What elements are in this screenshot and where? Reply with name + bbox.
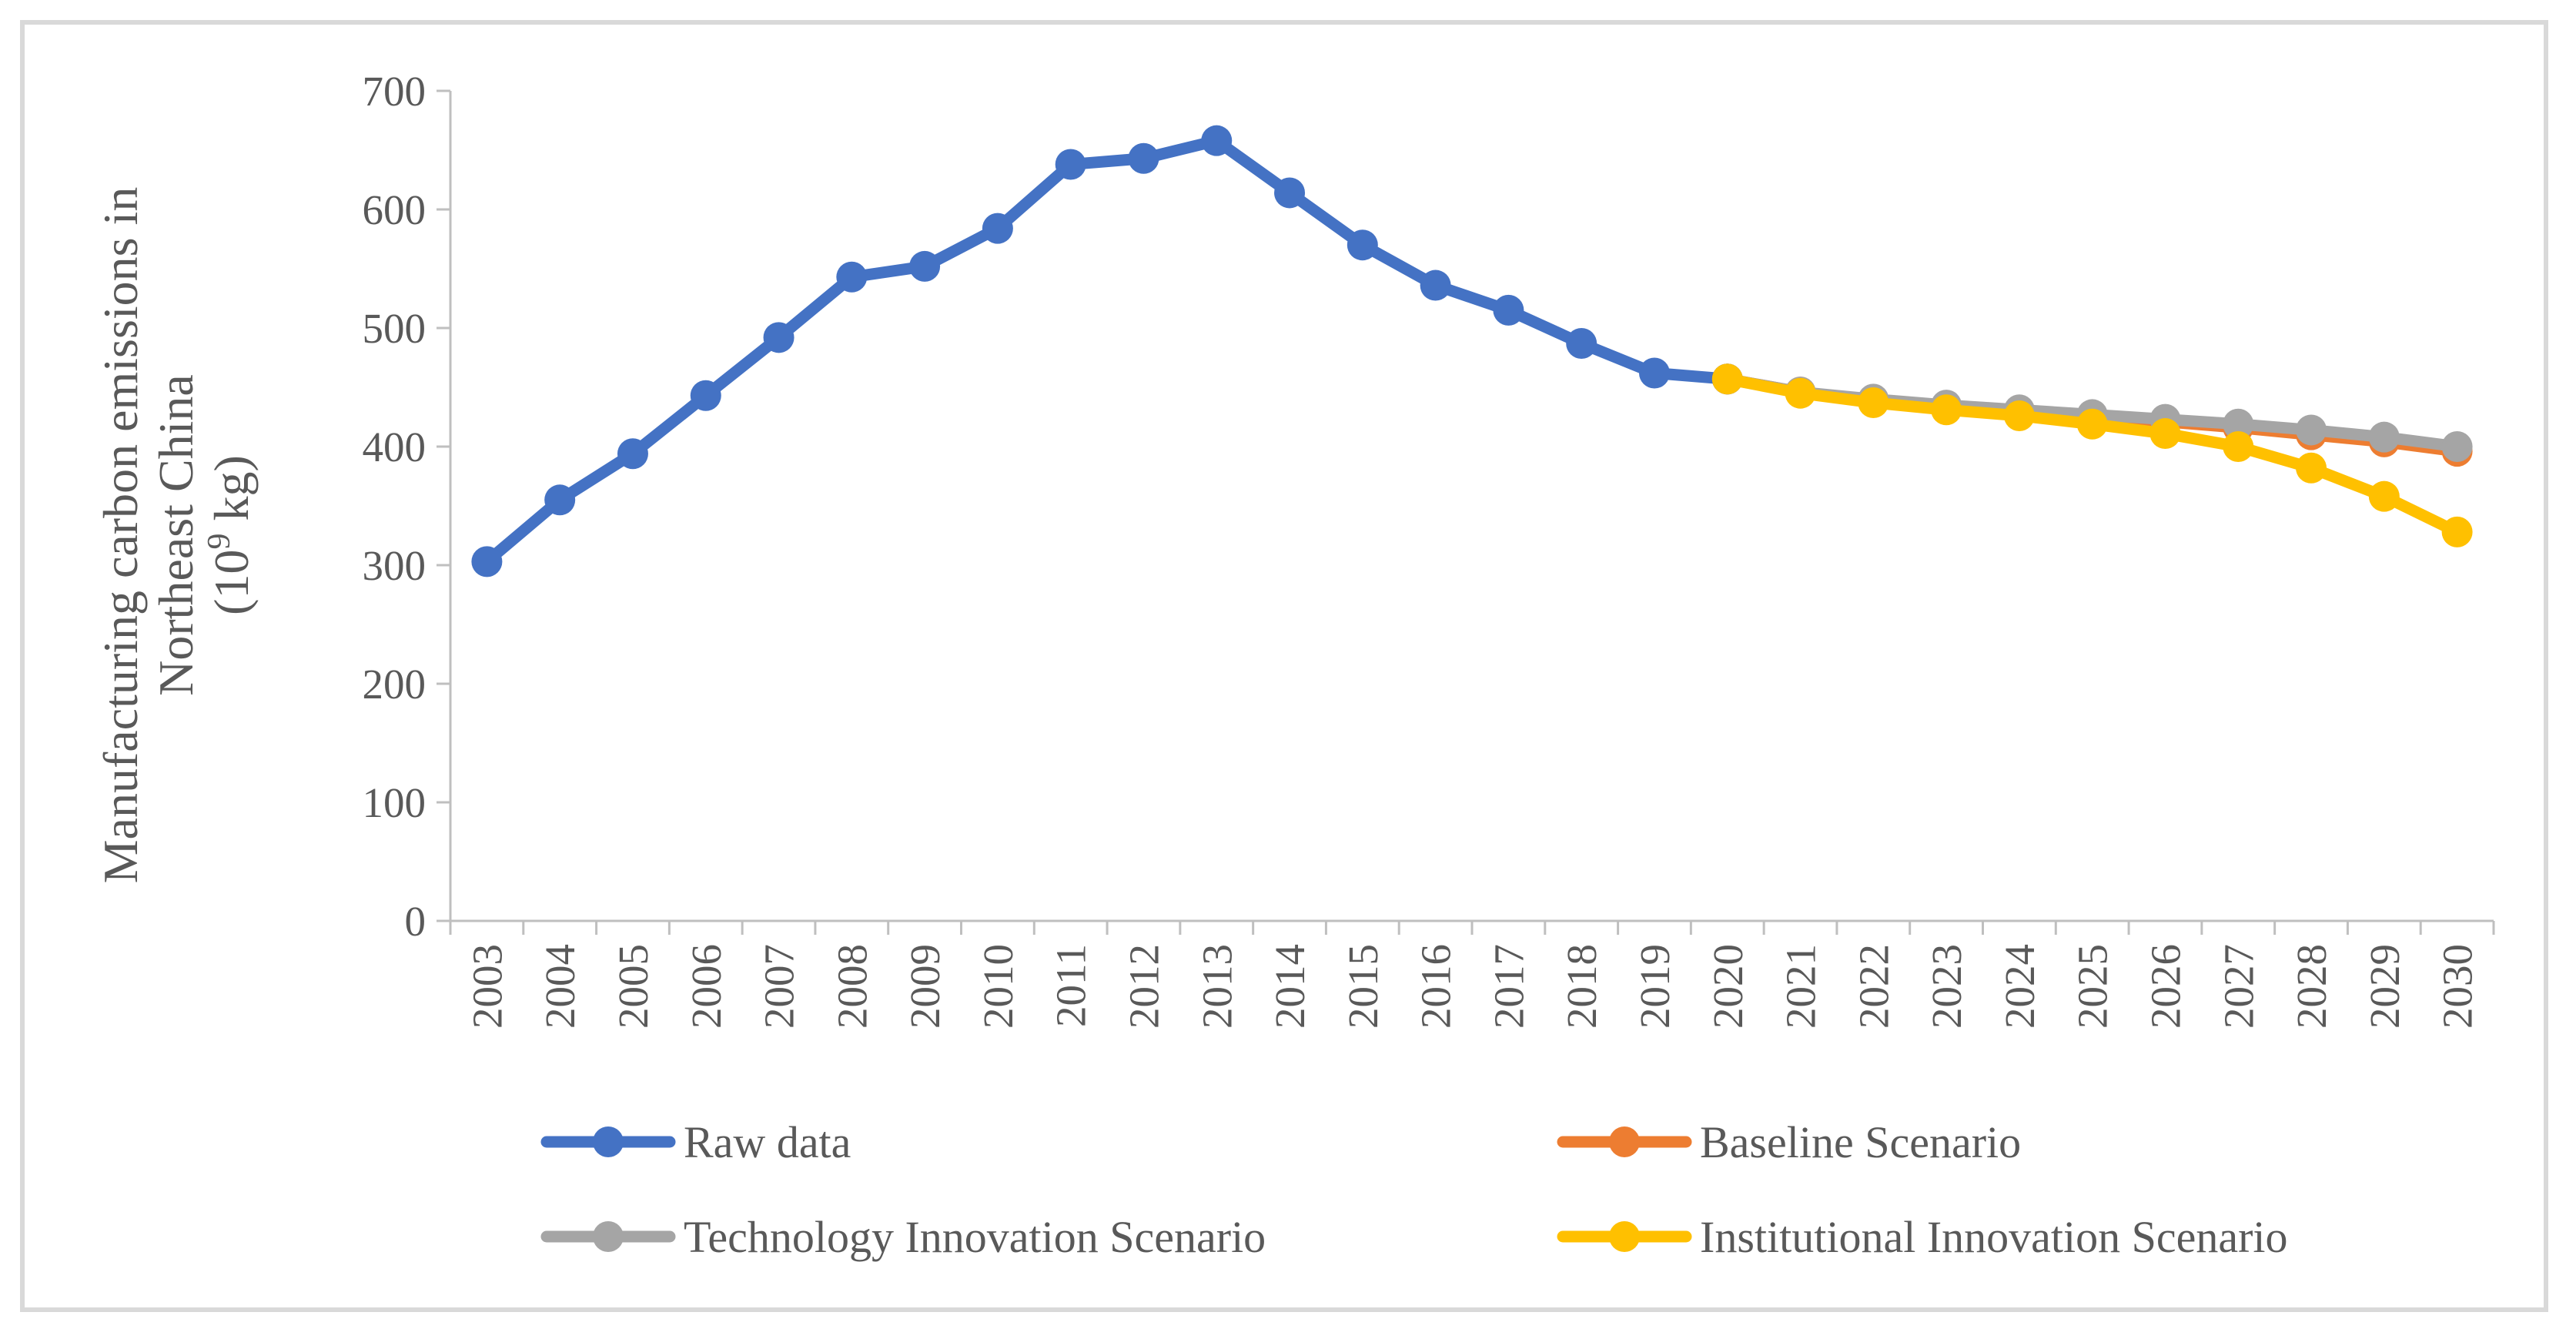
axes <box>449 91 2494 922</box>
data-point <box>1128 142 1159 174</box>
legend-marker <box>593 1126 624 1157</box>
x-tick-label: 2015 <box>1340 944 1387 1029</box>
x-tick-label: 2011 <box>1048 944 1095 1027</box>
data-point <box>1858 387 1889 419</box>
y-tick-label: 400 <box>363 423 427 470</box>
x-tick-label: 2007 <box>756 944 803 1029</box>
data-point <box>690 380 721 411</box>
x-tick-label: 2022 <box>1850 944 1897 1029</box>
y-axis-title: Manufacturing carbon emissions in Northe… <box>93 187 259 884</box>
data-point <box>1493 294 1524 326</box>
series-raw-data <box>471 125 1743 577</box>
legend: Raw data Baseline Scenario Technology Inno… <box>540 1117 2288 1262</box>
y-tick-label: 0 <box>405 898 427 945</box>
y-axis-title-line-1: Manufacturing carbon emissions in <box>93 187 148 884</box>
data-point <box>471 546 503 577</box>
y-tick-label: 200 <box>363 661 427 708</box>
data-point <box>2149 418 2181 450</box>
x-tick-label: 2021 <box>1778 944 1825 1029</box>
legend-item: Technology Innovation Scenario <box>540 1212 1266 1262</box>
y-axis-unit-open: (10 <box>204 550 259 615</box>
y-tick-label: 500 <box>363 305 427 352</box>
ticks: 0 100 200 300 400 500 600 700 2003 2004 2005 2006 20… <box>363 68 2495 1029</box>
legend-label: Technology Innovation Scenario <box>684 1212 1266 1262</box>
data-point <box>1055 149 1086 180</box>
legend-marker <box>593 1221 624 1252</box>
data-point <box>1931 394 1962 426</box>
data-point <box>2223 431 2254 462</box>
x-tick-label: 2019 <box>1631 944 1678 1029</box>
x-tick-label: 2008 <box>828 944 875 1029</box>
y-axis-unit-close: kg) <box>204 455 259 533</box>
data-point <box>1638 357 1670 389</box>
x-tick-label: 2027 <box>2215 944 2262 1029</box>
series-line <box>480 135 1734 567</box>
legend-marker <box>1609 1126 1640 1157</box>
y-tick-label: 300 <box>363 542 427 589</box>
legend-label: Raw data <box>684 1117 851 1167</box>
data-point <box>1420 269 1451 301</box>
x-tick-label: 2013 <box>1193 944 1240 1029</box>
y-axis-unit-exponent: 9 <box>202 534 237 550</box>
y-tick-label: 700 <box>363 68 427 115</box>
x-tick-label: 2010 <box>975 944 1022 1029</box>
x-tick-label: 2023 <box>1923 944 1970 1029</box>
legend-item: Baseline Scenario <box>1557 1117 2021 1167</box>
x-tick-label: 2020 <box>1705 944 1751 1029</box>
data-point <box>1201 125 1233 156</box>
x-tick-label: 2018 <box>1558 944 1605 1029</box>
data-point <box>763 322 795 353</box>
y-tick-label: 600 <box>363 186 427 233</box>
data-point <box>2296 414 2327 446</box>
data-point <box>617 438 648 470</box>
x-tick-label: 2029 <box>2361 944 2408 1029</box>
y-axis-title-unit: (109 kg) <box>202 455 259 615</box>
x-tick-label: 2026 <box>2142 944 2189 1029</box>
data-point <box>1274 177 1306 209</box>
x-tick-label: 2004 <box>537 944 584 1029</box>
data-point <box>2368 480 2400 512</box>
data-point <box>1566 328 1597 360</box>
x-tick-label: 2006 <box>683 944 730 1029</box>
legend-item: Institutional Innovation Scenario <box>1557 1212 2288 1262</box>
series-institutional-innovation-scenario <box>1711 363 2473 547</box>
x-tick-label: 2003 <box>463 944 510 1029</box>
data-point <box>2076 408 2108 440</box>
chart-frame <box>20 20 2548 1312</box>
x-tick-label: 2017 <box>1485 944 1532 1029</box>
x-tick-label: 2025 <box>2069 944 2116 1029</box>
x-tick-label: 2009 <box>902 944 948 1029</box>
x-tick-label: 2016 <box>1413 944 1460 1029</box>
data-point <box>1347 229 1378 261</box>
data-point <box>1711 363 1743 395</box>
data-point <box>836 261 868 293</box>
data-point <box>544 484 576 516</box>
data-point <box>2368 421 2400 453</box>
legend-marker <box>1609 1221 1640 1252</box>
x-tick-label: 2024 <box>1996 944 2043 1029</box>
data-point <box>1785 377 1816 409</box>
x-tick-label: 2014 <box>1266 944 1313 1029</box>
series-layer <box>471 125 2473 577</box>
data-point <box>2441 431 2473 462</box>
data-point <box>2223 408 2254 440</box>
data-point <box>2441 516 2473 547</box>
legend-label: Baseline Scenario <box>1700 1117 2021 1167</box>
x-tick-label: 2030 <box>2434 944 2481 1029</box>
data-point <box>2003 400 2035 431</box>
y-axis-title-line-2: Northeast China <box>149 374 203 696</box>
legend-label: Institutional Innovation Scenario <box>1700 1212 2288 1262</box>
data-point <box>982 213 1013 244</box>
data-point <box>2296 452 2327 484</box>
legend-item: Raw data <box>540 1117 851 1167</box>
data-point <box>909 250 941 282</box>
x-tick-label: 2005 <box>610 944 657 1029</box>
x-tick-label: 2012 <box>1120 944 1167 1029</box>
y-tick-label: 100 <box>363 779 427 826</box>
x-tick-label: 2028 <box>2288 944 2335 1029</box>
